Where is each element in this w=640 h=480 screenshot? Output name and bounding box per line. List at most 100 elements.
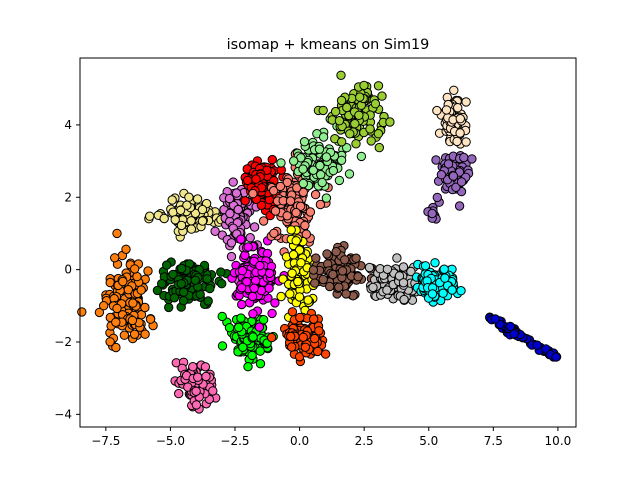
data-point (191, 386, 201, 396)
data-point (176, 220, 187, 231)
data-point (255, 359, 266, 369)
data-point (296, 258, 306, 268)
data-point (285, 289, 295, 299)
data-point (385, 117, 395, 127)
data-point (315, 199, 326, 210)
data-point (509, 329, 519, 339)
data-point (190, 275, 201, 285)
x-tick-label: 0.0 (290, 434, 309, 448)
data-point (373, 81, 384, 91)
data-point (118, 276, 128, 287)
data-point (451, 182, 461, 193)
data-point (242, 277, 252, 287)
data-point (366, 136, 376, 146)
data-point (295, 312, 305, 323)
data-point (456, 177, 467, 187)
data-point (295, 201, 306, 212)
data-point (454, 201, 465, 211)
data-point (532, 340, 542, 350)
data-point (178, 296, 189, 306)
x-tick-label: 5.0 (419, 434, 438, 448)
data-point (299, 137, 310, 147)
data-point (298, 332, 308, 342)
data-point (179, 287, 189, 297)
data-point (270, 206, 281, 216)
data-point (233, 204, 243, 215)
data-point (247, 350, 257, 361)
y-tick-label: 2 (64, 190, 72, 204)
data-point (337, 137, 347, 147)
data-point (334, 175, 345, 186)
x-tick-label: −5.0 (156, 434, 185, 448)
data-point (321, 152, 332, 162)
data-point (236, 234, 246, 244)
data-point (238, 342, 248, 352)
data-point (217, 279, 227, 289)
data-point (490, 314, 500, 324)
data-point (310, 278, 320, 288)
data-point (432, 192, 442, 203)
data-point (282, 211, 292, 221)
data-point (310, 189, 321, 200)
data-point (452, 136, 462, 147)
data-point (443, 159, 454, 169)
data-point (248, 188, 258, 199)
data-point (315, 160, 325, 171)
data-point (250, 275, 261, 286)
data-point (292, 183, 302, 193)
data-point (145, 211, 155, 221)
data-point (188, 362, 198, 372)
data-point (197, 204, 208, 215)
data-point (336, 95, 347, 106)
data-point (309, 333, 320, 344)
data-point (270, 298, 280, 308)
data-point (438, 288, 448, 298)
data-point (551, 352, 561, 362)
data-point (350, 119, 360, 129)
data-point (318, 132, 329, 142)
data-point (345, 129, 355, 139)
data-point (226, 238, 237, 248)
data-point (455, 114, 465, 124)
data-point (321, 193, 332, 203)
data-point (174, 388, 184, 399)
data-point (243, 242, 253, 252)
data-point (256, 200, 267, 211)
data-point (342, 143, 352, 153)
data-point (364, 262, 375, 273)
data-point (112, 303, 122, 314)
data-point (247, 291, 258, 302)
data-point (276, 291, 286, 302)
data-point (136, 285, 146, 295)
data-point (430, 258, 440, 268)
data-point (191, 400, 202, 410)
data-point (303, 295, 313, 305)
data-point (248, 332, 258, 342)
data-point (334, 116, 345, 126)
y-tick-label: −4 (54, 407, 72, 421)
data-point (269, 186, 279, 196)
data-point (193, 372, 203, 382)
data-point (132, 271, 142, 282)
data-point (456, 286, 466, 296)
plot-frame (79, 57, 577, 428)
data-point (325, 281, 335, 292)
chart-title: isomap + kmeans on Sim19 (227, 37, 430, 53)
data-point (162, 260, 172, 270)
data-point (436, 170, 447, 180)
data-point (431, 155, 441, 165)
data-point (145, 314, 156, 324)
data-point (225, 208, 235, 219)
data-point (341, 289, 351, 299)
data-point (224, 323, 235, 333)
data-point (168, 269, 178, 280)
data-point (217, 311, 227, 322)
data-point (182, 200, 192, 210)
data-point (365, 124, 375, 134)
data-point (130, 264, 140, 274)
data-point (420, 261, 431, 271)
data-point (110, 253, 120, 263)
data-point (467, 154, 477, 164)
data-point (251, 174, 261, 184)
data-point (266, 332, 277, 343)
